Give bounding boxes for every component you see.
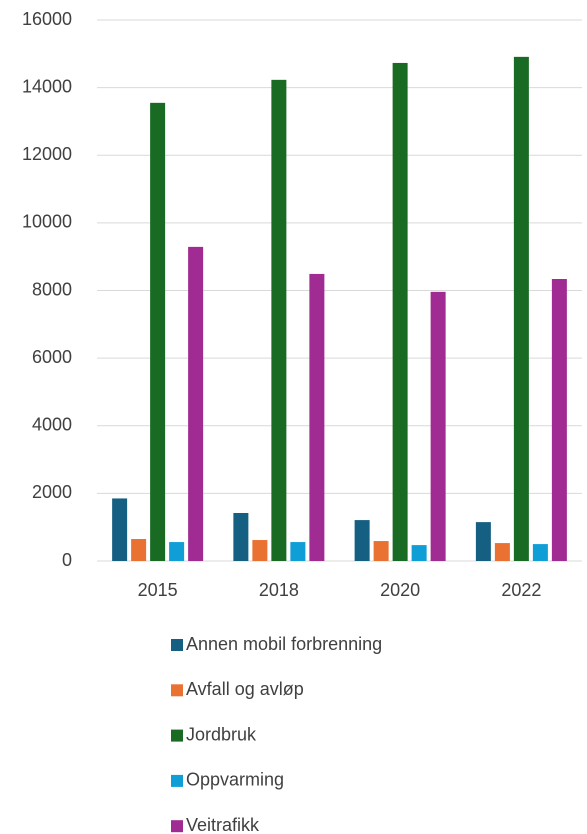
legend-swatch — [171, 774, 183, 787]
y-tick-label: 12000 — [22, 144, 72, 164]
legend-swatch — [171, 639, 183, 651]
bar — [252, 540, 268, 561]
y-tick-label: 4000 — [32, 415, 72, 435]
bar — [373, 541, 389, 561]
legend-label: Annen mobil forbrenning — [186, 634, 382, 654]
legend-swatch — [171, 820, 183, 833]
bar — [513, 56, 529, 562]
bar — [150, 102, 166, 561]
legend-label: Jordbruk — [186, 724, 257, 744]
bar — [290, 542, 306, 561]
legend-swatch — [171, 684, 183, 697]
bar — [532, 544, 548, 561]
y-tick-label: 8000 — [32, 279, 72, 299]
bar — [411, 545, 427, 561]
bar — [271, 79, 287, 562]
bar — [188, 246, 204, 561]
y-tick-label: 6000 — [32, 347, 72, 367]
bar — [112, 498, 128, 561]
legend-label: Oppvarming — [186, 770, 284, 790]
bar — [354, 520, 370, 561]
y-tick-label: 0 — [62, 550, 72, 570]
legend-label: Veitrafikk — [186, 815, 260, 834]
bar — [430, 291, 446, 561]
bar — [169, 542, 185, 561]
x-tick-label: 2018 — [259, 580, 299, 600]
x-tick-label: 2022 — [501, 580, 541, 600]
bar — [392, 62, 408, 562]
bar — [131, 539, 147, 561]
y-tick-label: 16000 — [22, 9, 72, 29]
bar — [551, 279, 567, 561]
x-tick-label: 2015 — [138, 580, 178, 600]
x-tick-label: 2020 — [380, 580, 420, 600]
bar — [494, 543, 510, 561]
legend-swatch — [171, 729, 183, 742]
y-tick-label: 14000 — [22, 76, 72, 96]
legend-label: Avfall og avløp — [186, 679, 304, 699]
y-tick-label: 2000 — [32, 482, 72, 502]
bar — [475, 522, 491, 561]
bar — [233, 512, 249, 561]
bar — [309, 273, 325, 561]
y-tick-label: 10000 — [22, 212, 72, 232]
